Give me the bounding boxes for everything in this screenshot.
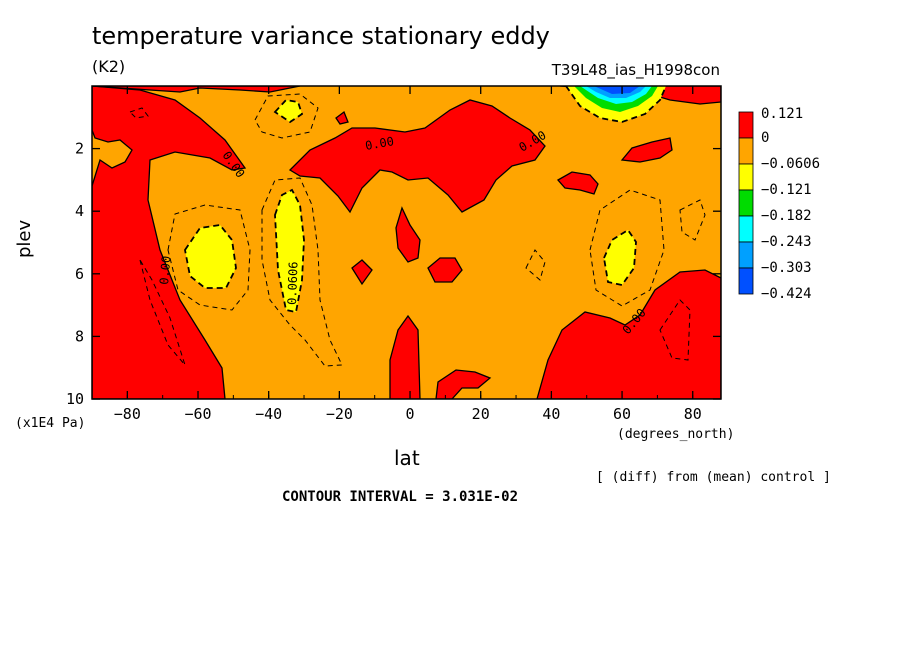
region-red-small (335, 110, 349, 125)
colorbar-label: −0.303 (761, 260, 812, 276)
region-red-eq (395, 206, 421, 263)
y-tick-label: 4 (75, 202, 84, 220)
x-tick-label: 60 (613, 405, 631, 423)
axes-group: −80 −60 −40 −20 0 20 40 60 80 2 4 6 8 10 (66, 86, 721, 423)
y-axis-label: plev (14, 219, 35, 258)
colorbar: 0.121 0 −0.0606 −0.121 −0.182 −0.243 −0.303 −0.… (738, 106, 820, 302)
region-red-37 (556, 171, 599, 195)
region-yellow-top (273, 99, 304, 124)
dashed-contours (129, 93, 706, 367)
region-red-m10 (351, 259, 373, 286)
x-tick-label: −20 (326, 405, 353, 423)
plot-frame (91, 85, 722, 400)
region-blue-cap (594, 86, 640, 94)
colorbar-label: −0.424 (761, 286, 812, 302)
chart-units: (K2) (92, 57, 126, 76)
colorbar-label: 0.121 (761, 106, 803, 122)
chart-title: temperature variance stationary eddy (92, 22, 550, 50)
region-red-ne2 (620, 137, 673, 163)
region-red-low (389, 314, 421, 399)
colorbar-label: −0.0606 (761, 156, 820, 172)
x-tick-label: 0 (406, 405, 415, 423)
colorbar-label: −0.182 (761, 208, 812, 224)
colorbar-swatch (738, 241, 754, 269)
x-tick-label: 20 (472, 405, 490, 423)
region-yellow-sh (184, 224, 237, 289)
colorbar-label: −0.243 (761, 234, 812, 250)
region-red-low2 (435, 369, 492, 399)
diff-note: [ (diff) from (mean) control ] (596, 470, 831, 485)
y-axis-unit: (x1E4 Pa) (15, 416, 86, 431)
y-tick-label: 6 (75, 265, 84, 283)
y-tick-label: 10 (66, 390, 84, 408)
region-yellow-m35 (274, 188, 305, 314)
colorbar-swatch (738, 267, 754, 295)
contour-label: 0.00 (364, 134, 395, 153)
run-id: T39L48_ias_H1998con (551, 61, 720, 79)
contour-field: 0.00 0.00 0.00 0.00 0.00 0.0606 (92, 86, 721, 399)
y-tick-label: 8 (75, 327, 84, 345)
x-tick-label: 80 (684, 405, 702, 423)
colorbar-swatch (738, 189, 754, 217)
colorbar-swatch (738, 111, 754, 139)
region-red-sh (92, 86, 247, 399)
x-tick-label: −60 (184, 405, 211, 423)
colorbar-label: −0.121 (761, 182, 812, 198)
region-red-top (92, 86, 301, 93)
x-tick-label: 40 (542, 405, 560, 423)
cap-contour (565, 86, 667, 123)
region-red-eq2 (427, 257, 463, 283)
colorbar-swatch (738, 163, 754, 191)
y-tick-label: 2 (75, 140, 84, 158)
region-yellow-nh (603, 228, 637, 287)
colorbar-swatch (738, 137, 754, 165)
x-axis-label: lat (394, 446, 420, 470)
x-tick-label: −80 (114, 405, 141, 423)
contour-label: 0.00 (157, 255, 173, 285)
contour-interval: CONTOUR INTERVAL = 3.031E-02 (282, 489, 519, 505)
colorbar-swatch (738, 215, 754, 243)
x-tick-label: −40 (255, 405, 282, 423)
region-red-nh (536, 269, 721, 399)
colorbar-label: 0 (761, 130, 769, 146)
x-axis-unit: (degrees_north) (617, 427, 735, 442)
contour-label: 0.0606 (285, 261, 301, 305)
region-red-mid (288, 99, 546, 214)
